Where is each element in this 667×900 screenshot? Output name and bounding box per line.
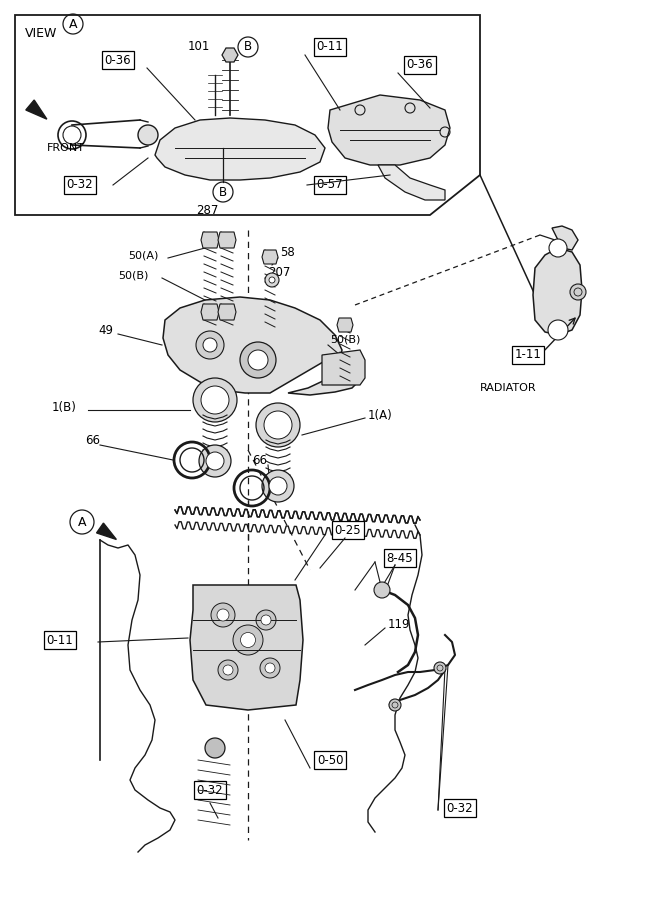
Polygon shape (222, 48, 238, 62)
Circle shape (199, 445, 231, 477)
Circle shape (248, 350, 268, 370)
Circle shape (196, 331, 224, 359)
Circle shape (262, 470, 294, 502)
Text: 49: 49 (98, 323, 113, 337)
Text: VIEW: VIEW (25, 27, 57, 40)
Circle shape (223, 665, 233, 675)
Circle shape (374, 582, 390, 598)
Text: 207: 207 (268, 266, 290, 278)
Text: 0-25: 0-25 (335, 524, 362, 536)
Text: 50(B): 50(B) (118, 270, 148, 280)
Polygon shape (201, 304, 219, 320)
Circle shape (548, 320, 568, 340)
Circle shape (193, 378, 237, 422)
Circle shape (570, 284, 586, 300)
Text: 0-11: 0-11 (47, 634, 73, 646)
Polygon shape (552, 226, 578, 250)
Text: 1(B): 1(B) (52, 401, 77, 415)
Text: 50(A): 50(A) (128, 250, 158, 260)
Text: 0-57: 0-57 (317, 178, 344, 192)
Polygon shape (155, 118, 325, 180)
Circle shape (434, 662, 446, 674)
Text: 66: 66 (85, 434, 100, 446)
Text: 0-32: 0-32 (197, 784, 223, 796)
Text: 287: 287 (196, 203, 218, 217)
Text: 101: 101 (187, 40, 210, 53)
Polygon shape (97, 523, 116, 539)
Circle shape (138, 125, 158, 145)
Circle shape (265, 273, 279, 287)
Circle shape (256, 610, 276, 630)
Text: B: B (244, 40, 252, 53)
Circle shape (203, 338, 217, 352)
Circle shape (260, 658, 280, 678)
Polygon shape (322, 350, 365, 385)
Polygon shape (218, 304, 236, 320)
Text: RADIATOR: RADIATOR (480, 383, 536, 393)
Circle shape (389, 699, 401, 711)
Text: 58: 58 (280, 246, 295, 258)
Circle shape (206, 452, 224, 470)
Circle shape (218, 660, 238, 680)
Text: FRONT: FRONT (47, 143, 85, 153)
Polygon shape (201, 232, 219, 248)
Circle shape (201, 386, 229, 414)
Text: 1-11: 1-11 (514, 348, 542, 362)
Text: 0-50: 0-50 (317, 753, 344, 767)
Text: 119: 119 (388, 618, 410, 632)
Polygon shape (190, 585, 303, 710)
Text: B: B (219, 185, 227, 199)
Text: A: A (69, 17, 77, 31)
Circle shape (211, 603, 235, 627)
Text: 66: 66 (252, 454, 267, 466)
Text: 0-11: 0-11 (317, 40, 344, 53)
Text: 0-32: 0-32 (447, 802, 474, 814)
Text: 0-32: 0-32 (67, 178, 93, 192)
Polygon shape (218, 232, 236, 248)
Circle shape (256, 403, 300, 447)
Polygon shape (262, 250, 278, 264)
Circle shape (269, 477, 287, 495)
Circle shape (233, 625, 263, 655)
Text: A: A (78, 516, 86, 528)
Circle shape (217, 609, 229, 621)
Circle shape (261, 615, 271, 625)
Polygon shape (26, 100, 47, 119)
Polygon shape (328, 95, 450, 165)
Polygon shape (163, 297, 360, 395)
Text: 0-36: 0-36 (407, 58, 434, 71)
Circle shape (241, 633, 255, 647)
Circle shape (265, 663, 275, 673)
Text: 50(B): 50(B) (330, 335, 360, 345)
Circle shape (264, 411, 292, 439)
Circle shape (240, 342, 276, 378)
Circle shape (269, 277, 275, 283)
Polygon shape (337, 318, 353, 332)
Text: 0-36: 0-36 (105, 53, 131, 67)
Polygon shape (378, 165, 445, 200)
Circle shape (205, 738, 225, 758)
Circle shape (549, 239, 567, 257)
Polygon shape (533, 248, 582, 335)
Text: 14: 14 (196, 637, 211, 651)
Text: 1(A): 1(A) (368, 409, 393, 421)
Text: 8-45: 8-45 (387, 552, 414, 564)
